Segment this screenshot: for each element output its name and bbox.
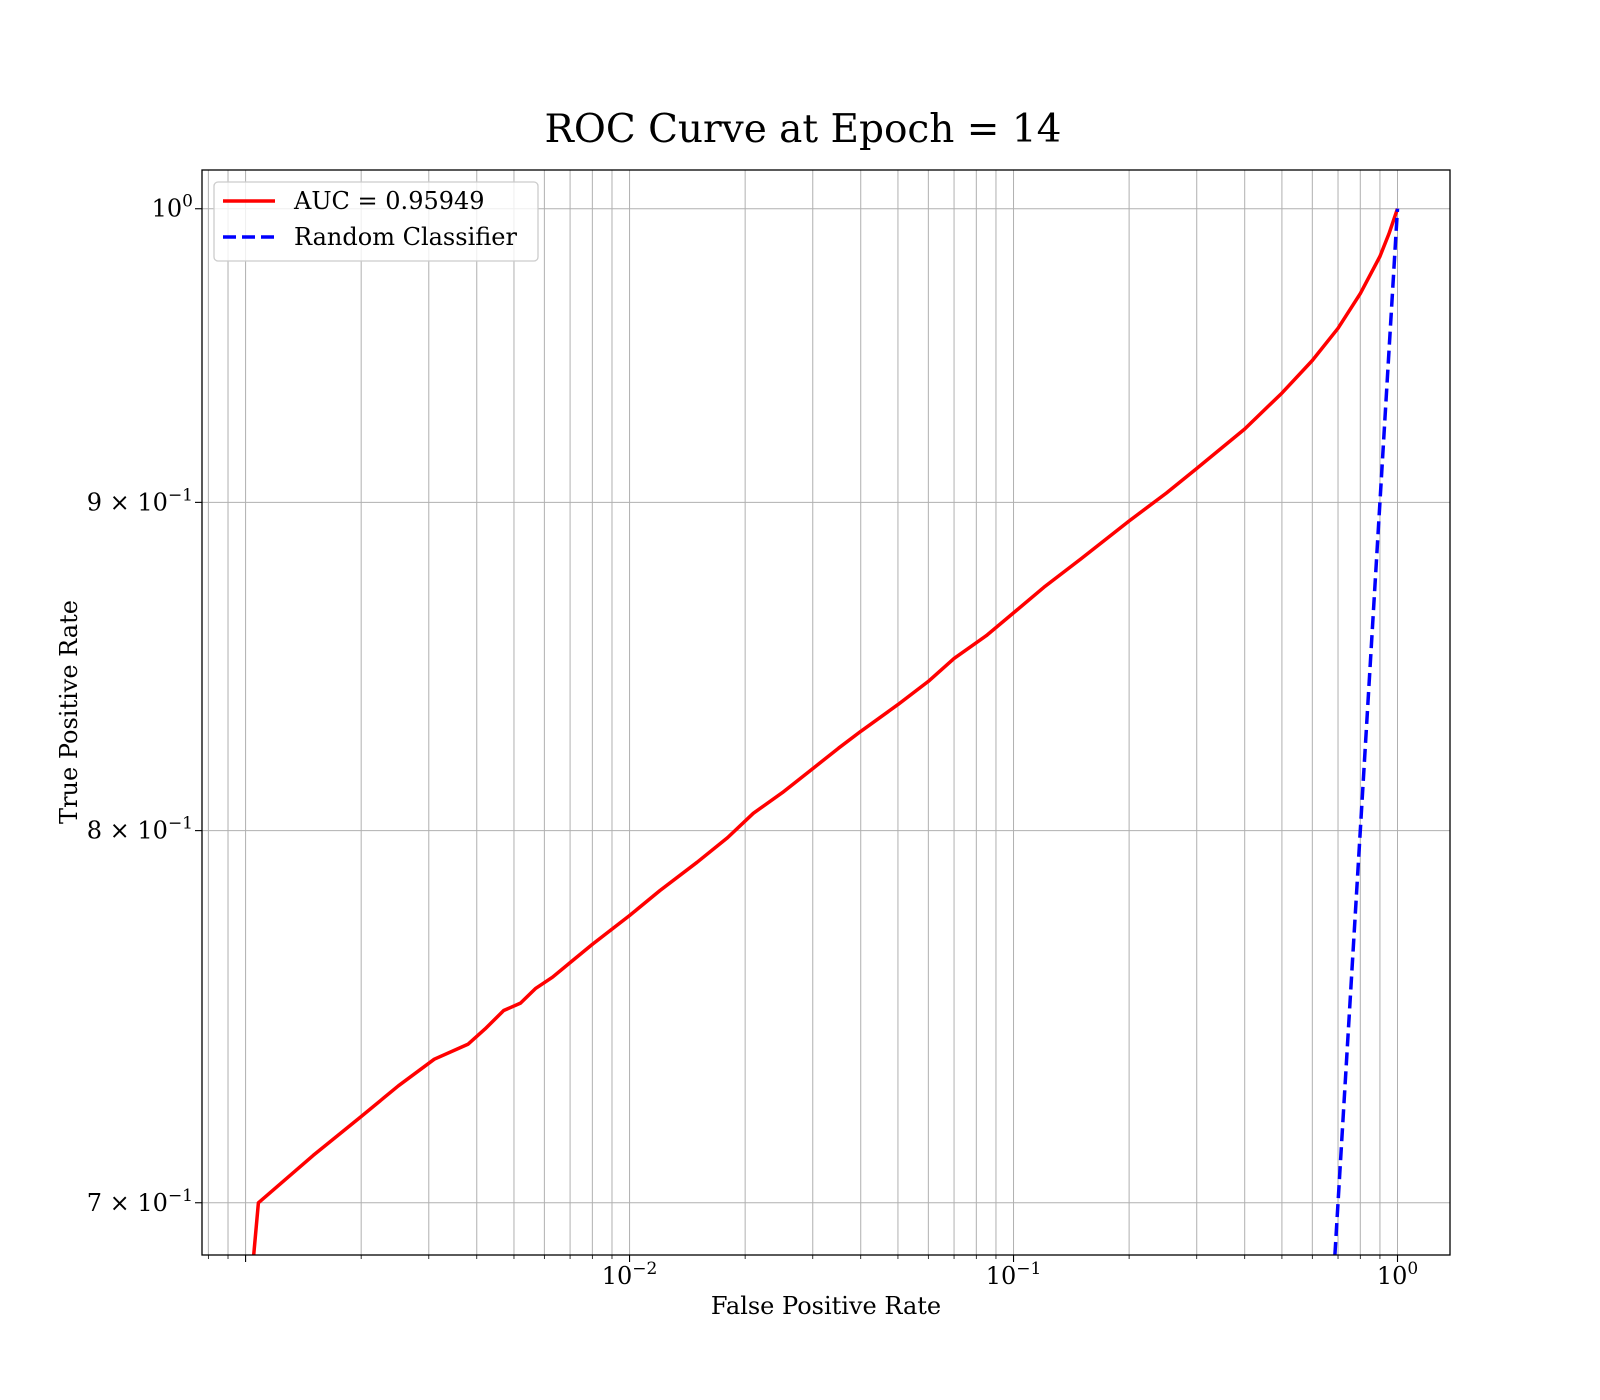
legend-label-auc: AUC = 0.95949 [293,187,485,215]
x-axis-label: False Positive Rate [711,1292,941,1320]
x-tick-label: 100 [1377,1259,1418,1290]
legend-box [213,181,539,262]
y-tick-label: 8 × 10−1 [87,814,193,845]
chart-title: ROC Curve at Epoch = 14 [545,107,1062,152]
legend-label-random: Random Classifier [294,223,517,251]
grid-lines [202,170,1450,1255]
y-tick-label: 9 × 10−1 [87,485,193,516]
random-classifier-line [1333,208,1400,1255]
y-axis-label: True Positive Rate [55,600,83,824]
x-tick-label: 10−2 [602,1259,658,1290]
plot-frame [201,169,1451,1256]
roc-curve-line [251,208,1400,1255]
plot-lines [251,208,1400,1255]
legend: AUC = 0.95949 Random Classifier [213,181,539,262]
y-tick-label: 7 × 10−1 [87,1186,193,1217]
y-tick-label: 100 [152,192,193,223]
x-tick-label: 10−1 [986,1259,1042,1290]
tick-marks [195,208,1399,1262]
tick-labels: 10−2 10−1 100 100 9 × 10−1 8 × 10−1 7 × 10−1 [87,192,1418,1290]
